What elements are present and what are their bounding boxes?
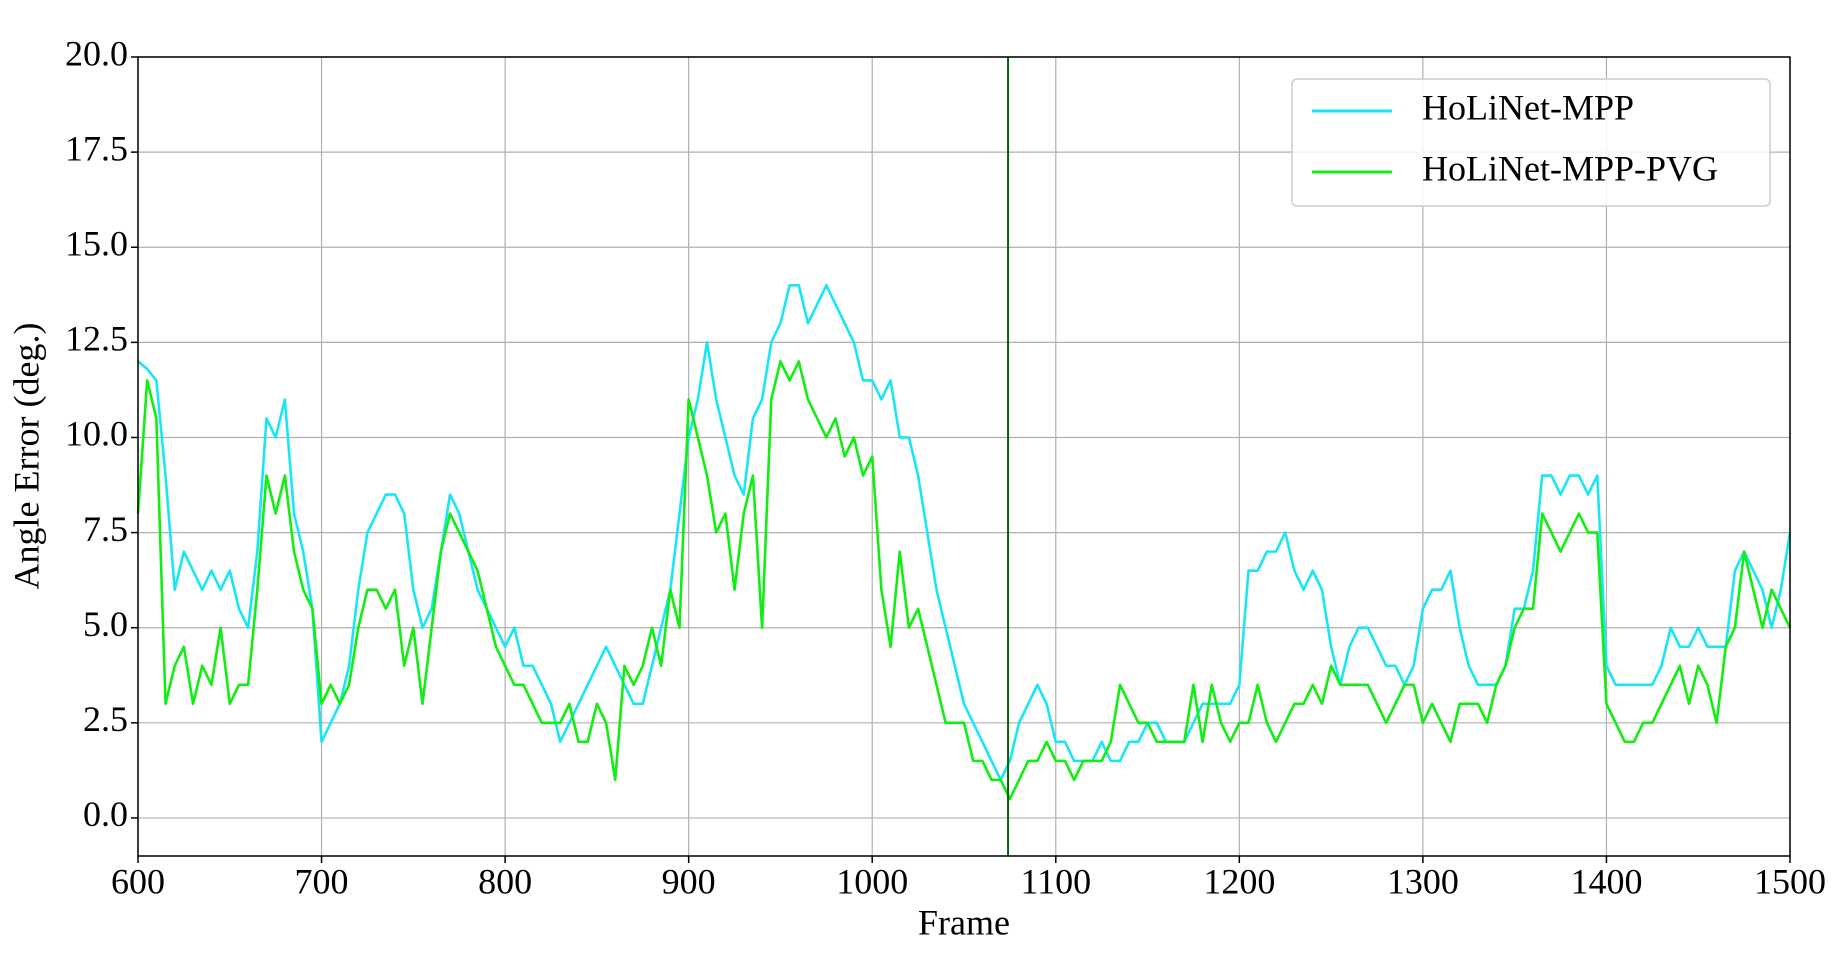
legend-label: HoLiNet-MPP: [1422, 87, 1634, 127]
plot-frame: [137, 56, 1791, 857]
legend-label: HoLiNet-MPP-PVG: [1422, 148, 1718, 188]
x-tick-label: 1400: [1570, 861, 1642, 901]
y-tick-label: 17.5: [65, 128, 128, 168]
series-line: [137, 283, 1792, 782]
x-tick-label: 1300: [1387, 861, 1459, 901]
y-tick-label: 10.0: [65, 414, 128, 454]
legend-box: [1291, 78, 1771, 207]
x-tick-label: 1500: [1754, 861, 1826, 901]
series-line: [136, 360, 1792, 801]
y-tick-label: 20.0: [65, 33, 128, 73]
y-tick-label: 5.0: [83, 604, 128, 644]
y-axis-label: Angle Error (deg.): [6, 323, 46, 590]
x-tick-label: 600: [111, 861, 165, 901]
x-axis-label: Frame: [918, 902, 1010, 942]
y-tick-label: 7.5: [83, 509, 128, 549]
y-tick-label: 0.0: [83, 794, 128, 834]
x-tick-label: 800: [478, 861, 532, 901]
x-tick-label: 1000: [836, 861, 908, 901]
x-tick-label: 900: [662, 861, 716, 901]
x-tick-label: 1100: [1020, 861, 1091, 901]
y-tick-label: 15.0: [65, 224, 128, 264]
x-tick-label: 1200: [1203, 861, 1275, 901]
y-tick-label: 2.5: [83, 699, 128, 739]
x-tick-label: 700: [295, 861, 349, 901]
y-tick-label: 12.5: [65, 319, 128, 359]
